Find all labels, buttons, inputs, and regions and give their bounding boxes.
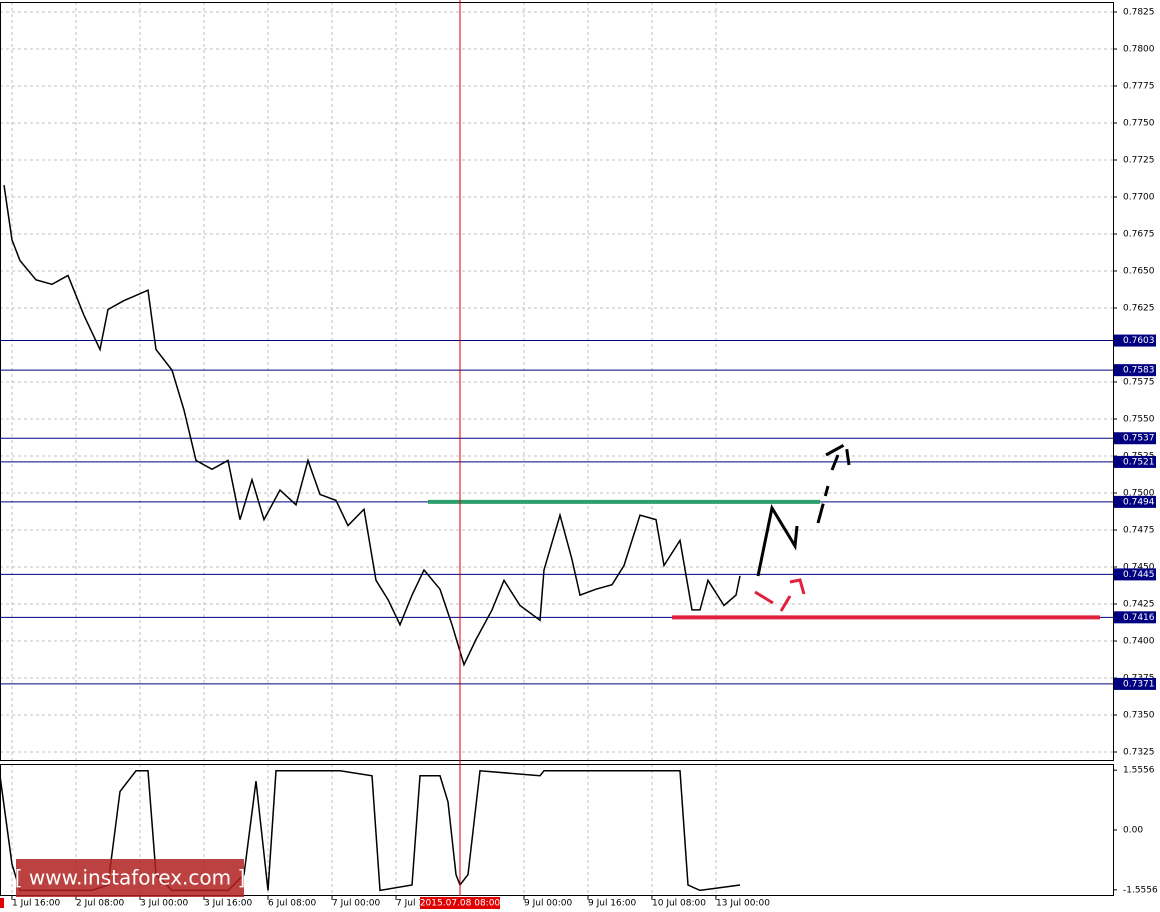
- x-tick-label: 3 Jul 00:00: [140, 899, 189, 909]
- y-tick-label: 0.7550: [1123, 415, 1155, 425]
- level-label: 0.7371: [1123, 679, 1155, 689]
- level-label-box: [1114, 364, 1156, 377]
- level-label-box: [1114, 611, 1156, 624]
- watermark-box: [16, 859, 244, 897]
- x-tick-label: 13 Jul 00:00: [716, 899, 770, 909]
- x-tick-label: 7 Jul 00:00: [332, 899, 381, 909]
- level-label: 0.7416: [1123, 613, 1155, 623]
- y-tick-label: 0.7825: [1123, 8, 1155, 18]
- x-tick-label: 6 Jul 08:00: [268, 899, 317, 909]
- y-tick-label: -1.5556: [1123, 885, 1158, 895]
- y-tick-label: 0.7700: [1123, 193, 1155, 203]
- x-tick-label: 9 Jul 00:00: [524, 899, 573, 909]
- cursor-label: 2015.07.08 08:00: [420, 899, 501, 909]
- cursor-label-box: [420, 897, 500, 909]
- y-tick-label: 0.7400: [1123, 637, 1155, 647]
- x-tick-label: 10 Jul 08:00: [652, 899, 706, 909]
- y-tick-label: 0.7675: [1123, 230, 1155, 240]
- x-tick-label: 2 Jul 08:00: [76, 899, 125, 909]
- watermark: [ www.instaforex.com ]: [15, 866, 246, 890]
- y-tick-label: 0.7750: [1123, 119, 1155, 129]
- y-tick-label: 0.7425: [1123, 600, 1155, 610]
- axes: 0.7825 0.7800 0.7775 0.7750 0.7725 0.7700 0.76…: [11, 8, 1158, 909]
- level-label-box: [1114, 568, 1156, 581]
- y-tick-label: 0.00: [1123, 826, 1143, 836]
- x-tick-label: 7 Jul 1: [396, 899, 424, 909]
- series-line: [3, 185, 741, 667]
- level-label: 0.7603: [1123, 336, 1155, 346]
- main-frame: [0, 2, 1114, 761]
- level-label-box: [1114, 455, 1156, 468]
- level-label: 0.7521: [1123, 457, 1155, 467]
- level-label: 0.7537: [1123, 434, 1155, 444]
- x-tick-label: 1 Jul 16:00: [12, 899, 61, 909]
- marker: [0, 898, 4, 908]
- y-tick-label: 0.7725: [1123, 156, 1155, 166]
- y-tick-label: 0.7650: [1123, 267, 1155, 277]
- level-label: 0.7494: [1123, 497, 1155, 507]
- y-tick-label: 1.5556: [1123, 766, 1155, 776]
- level-label-box: [1114, 495, 1156, 508]
- y-tick-label: 0.7500: [1123, 489, 1155, 499]
- level-label: 0.7583: [1123, 366, 1155, 376]
- y-tick-label: 0.7775: [1123, 82, 1155, 92]
- y-tick-label: 0.7325: [1123, 748, 1155, 758]
- y-tick-label: 0.7625: [1123, 304, 1155, 314]
- y-tick-label: 0.7450: [1123, 563, 1155, 573]
- level-label-box: [1114, 432, 1156, 445]
- x-tick-label: 9 Jul 16:00: [588, 899, 637, 909]
- y-tick-label: 0.7800: [1123, 45, 1155, 55]
- level-label-box: [1114, 334, 1156, 347]
- level-label: 0.7445: [1123, 570, 1155, 580]
- main-plot: [1, 3, 1113, 760]
- x-tick-label: 3 Jul 16:00: [204, 899, 253, 909]
- level-label-box: [1114, 677, 1156, 690]
- forecast-arrows: [754, 441, 851, 612]
- y-tick-label: 0.7475: [1123, 526, 1155, 536]
- y-tick-label: 0.7350: [1123, 711, 1155, 721]
- y-tick-label: 0.7575: [1123, 378, 1155, 388]
